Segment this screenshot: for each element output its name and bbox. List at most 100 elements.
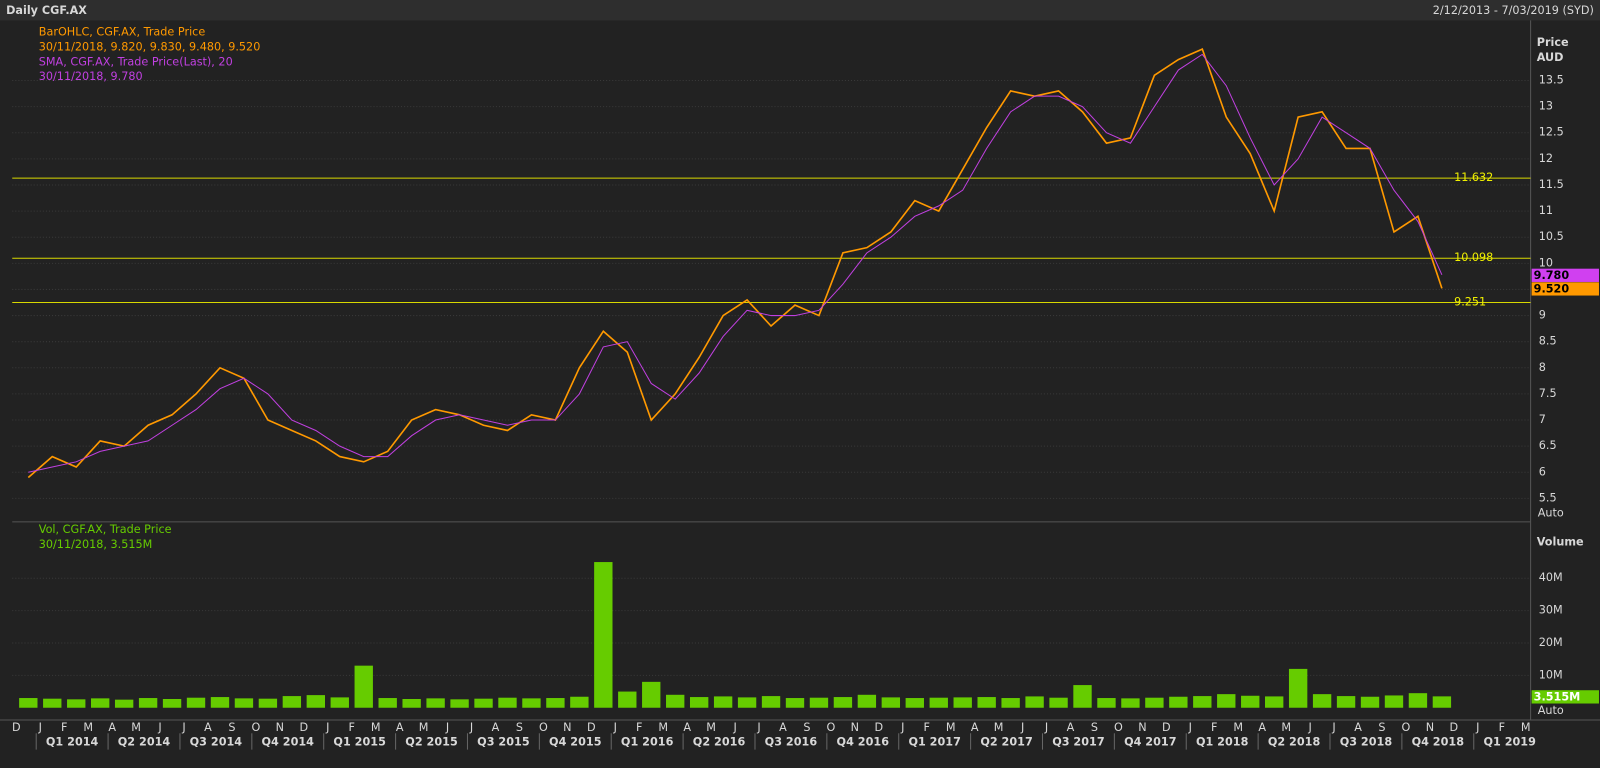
volume-bar bbox=[977, 697, 996, 708]
x-tick-label: J bbox=[181, 721, 185, 734]
quarter-label: Q3 2015 bbox=[477, 735, 530, 748]
x-tick-label: A bbox=[1354, 721, 1362, 734]
volume-bar bbox=[402, 699, 421, 708]
x-tick-label: J bbox=[756, 721, 760, 734]
price-line bbox=[28, 53, 1443, 473]
legend-text: 30/11/2018, 9.820, 9.830, 9.480, 9.520 bbox=[39, 40, 261, 53]
x-tick-label: O bbox=[1402, 721, 1411, 734]
volume-bar bbox=[1097, 698, 1116, 708]
quarter-label: Q3 2014 bbox=[190, 735, 243, 748]
legend-text: 30/11/2018, 9.780 bbox=[39, 70, 143, 83]
x-tick-label: A bbox=[683, 721, 691, 734]
quarter-label: Q3 2017 bbox=[1052, 735, 1104, 748]
x-tick-label: A bbox=[492, 721, 500, 734]
x-tick-label: O bbox=[539, 721, 548, 734]
y-tick-label: 7.5 bbox=[1539, 387, 1557, 400]
y-tick-label: 11.5 bbox=[1539, 178, 1564, 191]
x-tick-label: J bbox=[1475, 721, 1479, 734]
x-tick-label: M bbox=[131, 721, 141, 734]
x-tick-label: A bbox=[1258, 721, 1266, 734]
x-tick-label: J bbox=[157, 721, 161, 734]
x-tick-label: M bbox=[658, 721, 668, 734]
volume-bar bbox=[138, 698, 158, 708]
x-tick-label: J bbox=[325, 721, 329, 734]
x-tick-label: O bbox=[1114, 721, 1123, 734]
last-value-tag bbox=[1531, 282, 1599, 296]
quarter-label: Q1 2015 bbox=[333, 735, 386, 748]
x-tick-label: D bbox=[1450, 721, 1459, 734]
volume-bar bbox=[1360, 696, 1380, 708]
x-tick-label: M bbox=[706, 721, 716, 734]
volume-bar bbox=[666, 694, 685, 708]
y-tick-label: 40M bbox=[1539, 571, 1563, 584]
x-tick-label: J bbox=[1044, 721, 1048, 734]
volume-bar bbox=[1241, 695, 1260, 708]
y-tick-label: 13.5 bbox=[1539, 73, 1564, 86]
x-tick-label: J bbox=[732, 721, 736, 734]
y-tick-label: 13 bbox=[1539, 100, 1553, 113]
volume-bar bbox=[857, 694, 877, 708]
x-tick-label: M bbox=[946, 721, 956, 734]
y-tick-label: 8.5 bbox=[1539, 335, 1557, 348]
x-tick-label: F bbox=[61, 721, 67, 734]
y-tick-label: 10 bbox=[1539, 256, 1553, 269]
quarter-label: Q2 2017 bbox=[980, 735, 1032, 748]
auto-button: Auto bbox=[1538, 507, 1564, 520]
level-label: 11.632 bbox=[1454, 171, 1493, 184]
quarter-label: Q4 2015 bbox=[549, 735, 602, 748]
volume-bar bbox=[1145, 697, 1164, 708]
x-tick-label: S bbox=[803, 721, 810, 734]
volume-bar bbox=[210, 697, 230, 708]
volume-bar bbox=[258, 698, 278, 708]
last-value-label: 9.520 bbox=[1534, 282, 1570, 295]
quarter-label: Q4 2018 bbox=[1412, 735, 1465, 748]
volume-bar bbox=[1408, 693, 1428, 708]
volume-bar bbox=[354, 665, 373, 708]
volume-bar bbox=[905, 698, 924, 708]
volume-bar bbox=[618, 691, 637, 708]
x-tick-label: N bbox=[563, 721, 571, 734]
volume-bar bbox=[833, 697, 853, 708]
volume-bar bbox=[1193, 696, 1212, 708]
x-tick-label: A bbox=[1067, 721, 1075, 734]
volume-bar bbox=[570, 696, 589, 708]
x-tick-label: J bbox=[38, 721, 42, 734]
volume-bar bbox=[1312, 694, 1332, 708]
volume-bar bbox=[1121, 698, 1140, 708]
x-tick-label: J bbox=[1331, 721, 1335, 734]
title: Daily CGF.AX bbox=[6, 4, 87, 17]
y-tick-label: 10M bbox=[1539, 668, 1563, 681]
volume-bar bbox=[953, 697, 972, 708]
quarter-label: Q3 2018 bbox=[1340, 735, 1393, 748]
x-tick-label: J bbox=[1020, 721, 1024, 734]
legend-text: BarOHLC, CGF.AX, Trade Price bbox=[39, 26, 206, 39]
volume-bar bbox=[282, 696, 302, 708]
axis-unit: AUD bbox=[1537, 51, 1564, 64]
x-tick-label: N bbox=[276, 721, 284, 734]
volume-bar bbox=[522, 698, 541, 708]
x-tick-label: M bbox=[1281, 721, 1291, 734]
x-tick-label: M bbox=[371, 721, 381, 734]
quarter-label: Q3 2016 bbox=[765, 735, 818, 748]
level-label: 9.251 bbox=[1454, 295, 1486, 308]
x-tick-label: J bbox=[1307, 721, 1311, 734]
legend-text: SMA, CGF.AX, Trade Price(Last), 20 bbox=[39, 55, 233, 68]
last-value-tag bbox=[1531, 268, 1599, 282]
volume-bar bbox=[306, 695, 325, 708]
x-tick-label: M bbox=[419, 721, 429, 734]
volume-bar bbox=[929, 697, 948, 708]
volume-bar bbox=[1169, 696, 1188, 708]
volume-bar bbox=[91, 698, 110, 708]
legend-text: 30/11/2018, 3.515M bbox=[39, 538, 153, 551]
volume-bar bbox=[450, 699, 469, 708]
x-tick-label: F bbox=[349, 721, 355, 734]
volume-bar bbox=[1336, 696, 1356, 708]
quarter-label: Q1 2017 bbox=[908, 735, 960, 748]
x-tick-label: N bbox=[1426, 721, 1434, 734]
volume-bar bbox=[1265, 696, 1284, 708]
y-tick-label: 12.5 bbox=[1539, 126, 1564, 139]
x-tick-label: A bbox=[108, 721, 116, 734]
volume-bar bbox=[474, 698, 493, 708]
volume-bar bbox=[1432, 696, 1452, 708]
